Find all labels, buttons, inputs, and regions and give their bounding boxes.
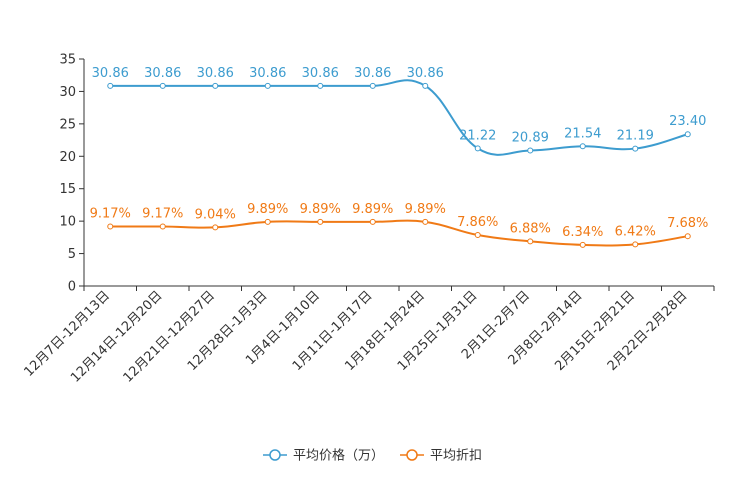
data-point[interactable] bbox=[684, 233, 691, 240]
x-tick-label: 12月7日-12月13日 bbox=[21, 288, 113, 380]
data-label: 21.19 bbox=[617, 129, 654, 144]
data-point[interactable] bbox=[317, 218, 324, 225]
legend-label: 平均价格（万） bbox=[293, 448, 384, 464]
data-label: 21.22 bbox=[459, 128, 496, 143]
data-point[interactable] bbox=[159, 223, 166, 230]
legend-marker bbox=[406, 449, 418, 461]
data-point[interactable] bbox=[632, 145, 639, 152]
data-label: 9.89% bbox=[300, 202, 341, 217]
legend-label: 平均折扣 bbox=[430, 449, 482, 464]
y-tick-label: 15 bbox=[59, 182, 76, 197]
data-point[interactable] bbox=[527, 238, 534, 245]
data-point[interactable] bbox=[107, 223, 114, 230]
y-tick-label: 5 bbox=[68, 247, 76, 262]
data-label: 20.89 bbox=[512, 131, 549, 146]
data-point[interactable] bbox=[422, 218, 429, 225]
data-point[interactable] bbox=[212, 224, 219, 231]
data-point[interactable] bbox=[264, 82, 271, 89]
data-label: 30.86 bbox=[302, 66, 339, 81]
x-tick-label: 12月21日-12月27日 bbox=[121, 288, 218, 385]
data-point[interactable] bbox=[107, 82, 114, 89]
data-point[interactable] bbox=[579, 241, 586, 248]
data-label: 9.04% bbox=[195, 207, 236, 222]
y-tick-label: 10 bbox=[59, 215, 76, 230]
data-label: 30.86 bbox=[197, 66, 234, 81]
data-label: 6.88% bbox=[510, 221, 551, 236]
data-point[interactable] bbox=[474, 145, 481, 152]
data-labels: 30.86 30.86 30.86 30.86 30.86 30.86 30.86 21.22… bbox=[90, 66, 709, 240]
legend-item-2[interactable]: 平均折扣 bbox=[400, 449, 482, 464]
data-point[interactable] bbox=[474, 232, 481, 239]
data-label: 9.89% bbox=[247, 202, 288, 217]
data-point[interactable] bbox=[264, 218, 271, 225]
data-point[interactable] bbox=[579, 143, 586, 150]
legend-marker bbox=[269, 449, 281, 461]
data-label: 30.86 bbox=[92, 66, 129, 81]
data-label: 30.86 bbox=[249, 66, 286, 81]
data-label: 9.89% bbox=[405, 202, 446, 217]
y-tick-label: 20 bbox=[59, 150, 76, 165]
data-point[interactable] bbox=[632, 241, 639, 248]
data-label: 9.89% bbox=[352, 202, 393, 217]
data-label: 30.86 bbox=[144, 66, 181, 81]
data-label: 6.34% bbox=[562, 225, 603, 240]
series-line-2 bbox=[110, 219, 688, 247]
y-tick-label: 35 bbox=[59, 53, 76, 68]
data-point[interactable] bbox=[684, 131, 691, 138]
data-point[interactable] bbox=[369, 218, 376, 225]
data-label: 6.42% bbox=[615, 224, 656, 239]
data-point[interactable] bbox=[422, 82, 429, 89]
series-lines bbox=[107, 79, 691, 248]
data-label: 30.86 bbox=[354, 66, 391, 81]
series-line-1 bbox=[110, 79, 689, 156]
data-point[interactable] bbox=[527, 147, 534, 154]
data-label: 7.86% bbox=[457, 215, 498, 230]
y-tick-label: 0 bbox=[68, 280, 76, 295]
data-label: 9.17% bbox=[142, 207, 183, 222]
data-label: 7.68% bbox=[667, 216, 708, 231]
data-point[interactable] bbox=[212, 82, 219, 89]
data-label: 23.40 bbox=[669, 114, 706, 129]
legend-item-1[interactable]: 平均价格（万） bbox=[263, 448, 384, 464]
data-label: 30.86 bbox=[407, 66, 444, 81]
data-point[interactable] bbox=[159, 82, 166, 89]
x-tick-label: 12月14日-12月20日 bbox=[68, 288, 165, 385]
y-tick-label: 25 bbox=[59, 117, 76, 132]
data-label: 9.17% bbox=[90, 207, 131, 222]
legend[interactable]: 平均价格（万） 平均折扣 bbox=[263, 448, 482, 464]
data-point[interactable] bbox=[317, 82, 324, 89]
data-label: 21.54 bbox=[564, 126, 601, 141]
y-tick-label: 30 bbox=[59, 85, 76, 100]
data-point[interactable] bbox=[369, 82, 376, 89]
